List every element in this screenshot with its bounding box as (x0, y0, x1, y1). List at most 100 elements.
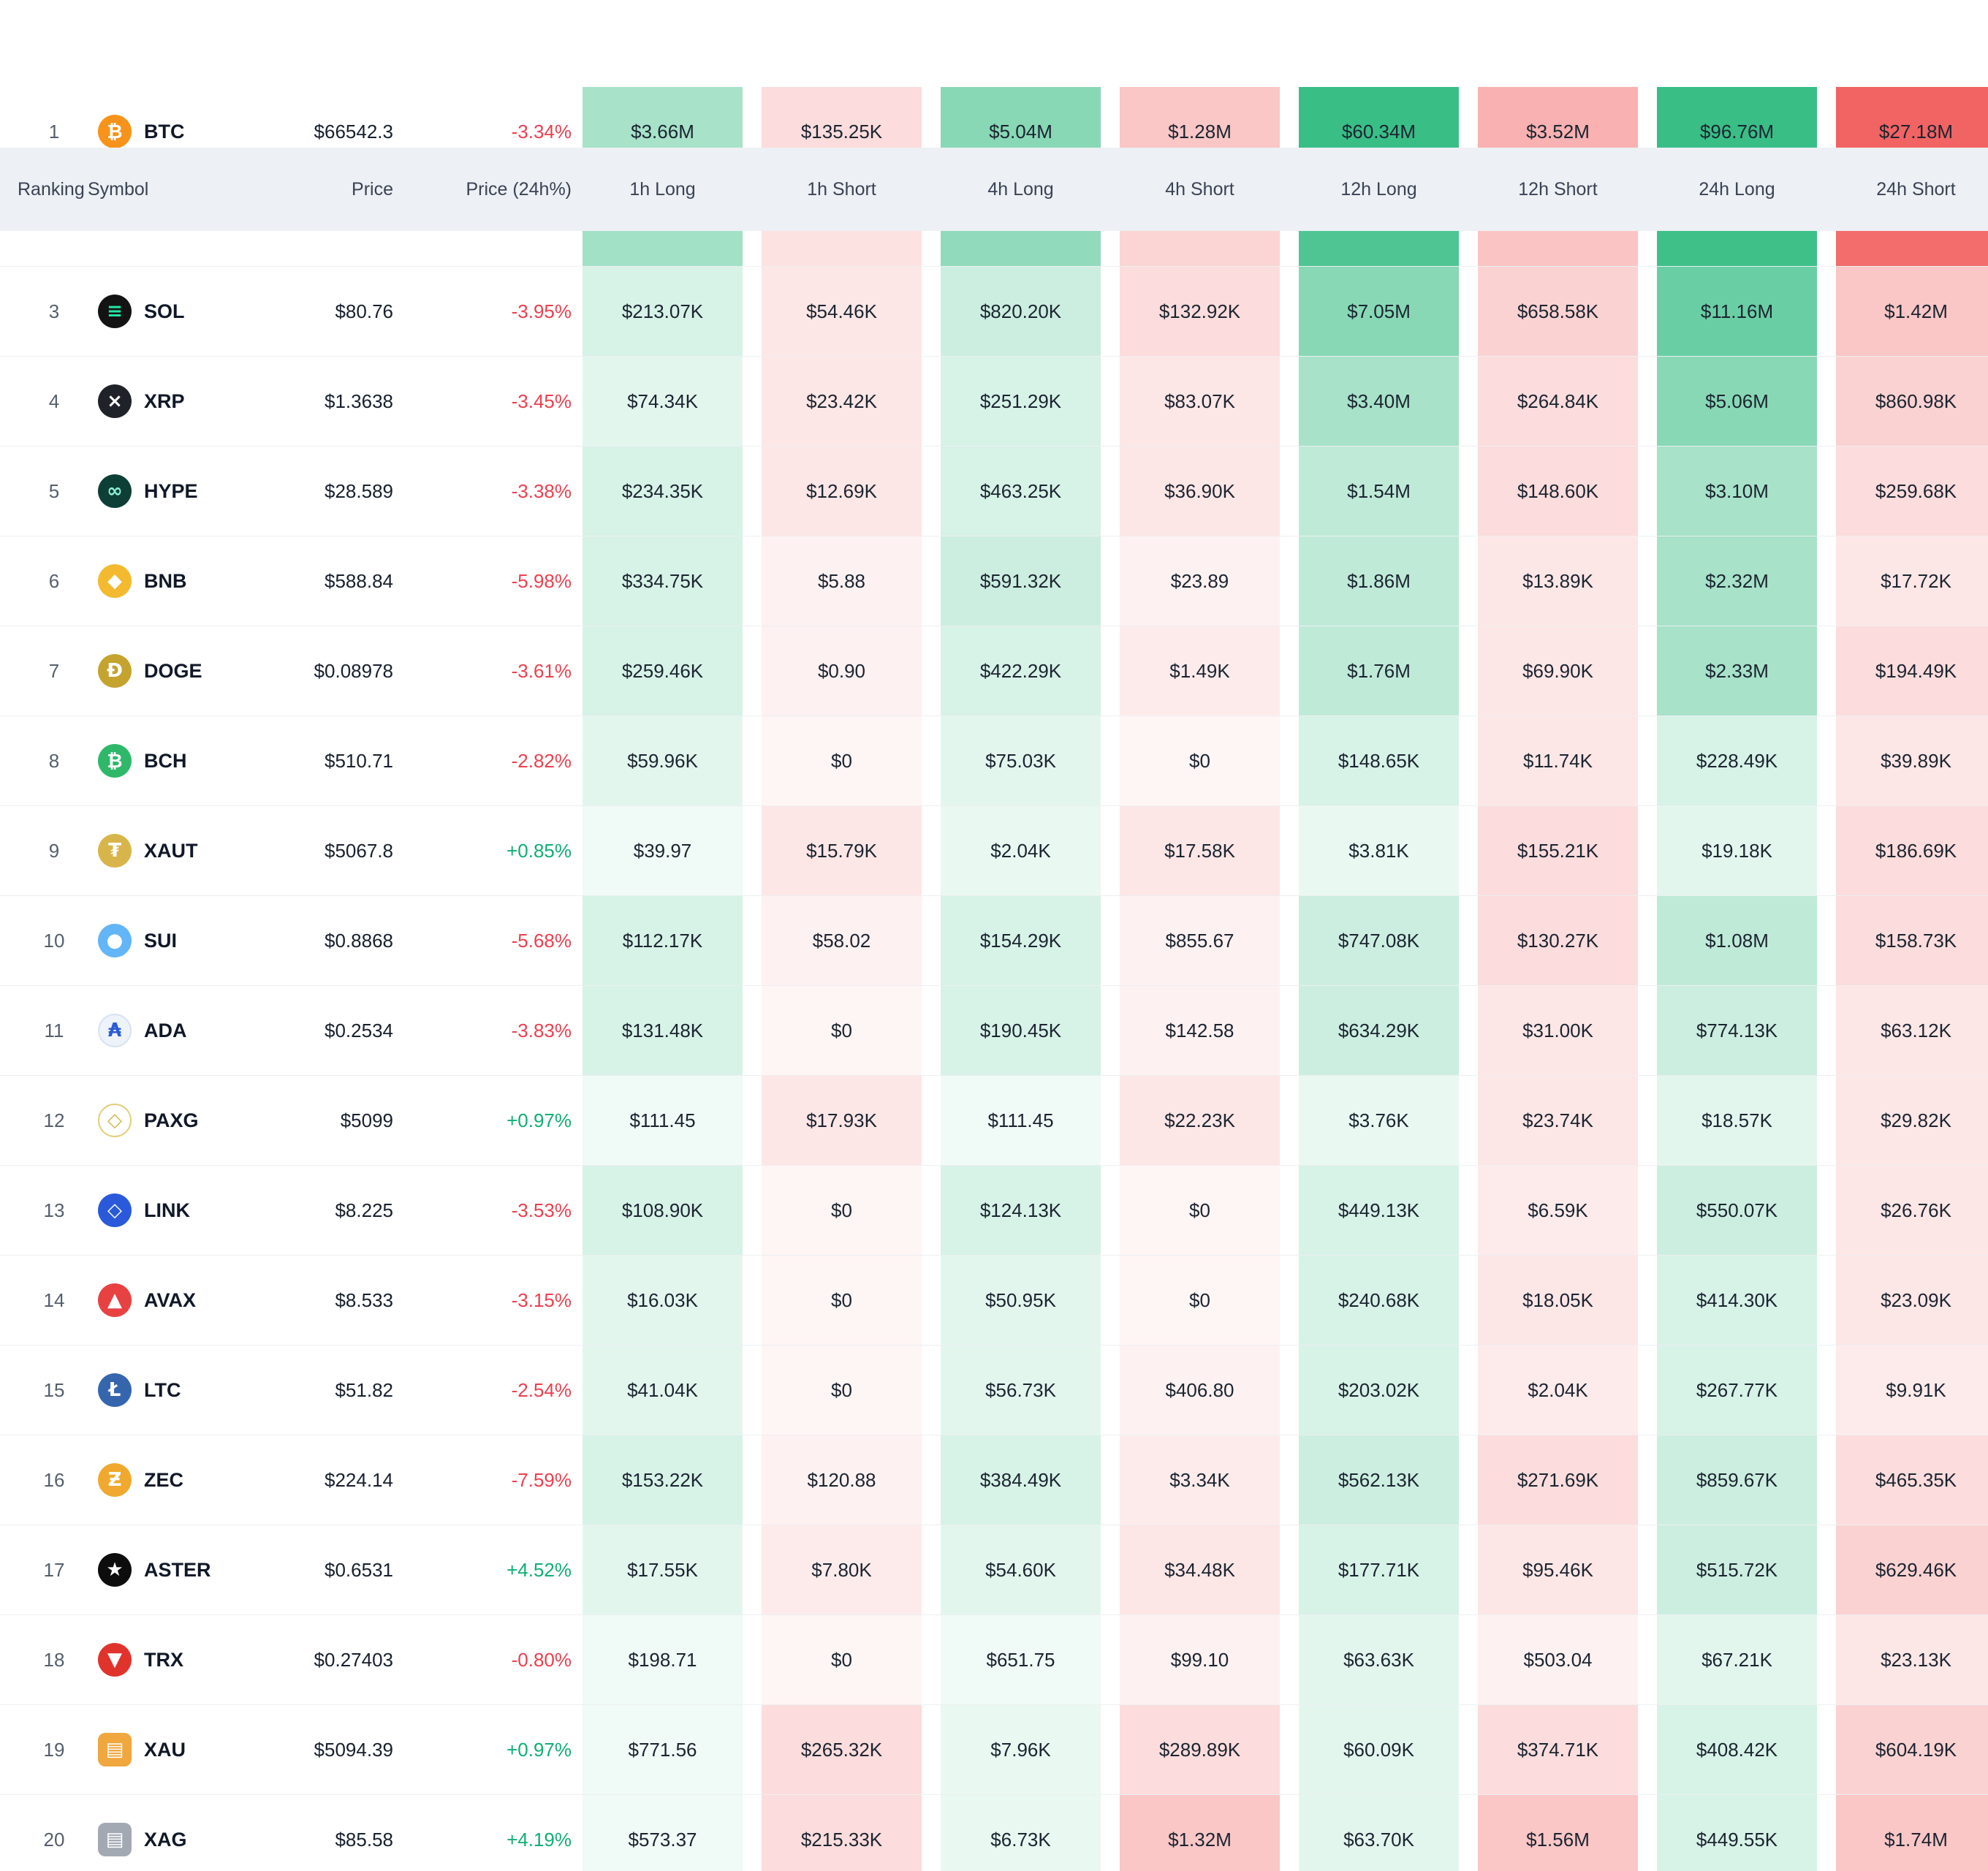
ranking-number: 4 (48, 390, 60, 412)
price-value: $0.8868 (325, 929, 393, 952)
symbol-label: DOGE (144, 659, 202, 682)
cell-24h-short: $23.13K (1836, 1615, 1988, 1704)
table-header: Ranking Symbol Price Price (24h%) 1h Long 1h … (0, 148, 1988, 231)
table-row-hype[interactable]: 5 ∞ HYPE $28.589 -3.38% $234.35K $12.69K $463.2… (0, 447, 1988, 536)
cell-24h-short: $465.35K (1836, 1435, 1988, 1525)
cell-12h-short: $503.04 (1478, 1615, 1638, 1704)
price-change-24h: -5.68% (511, 929, 572, 952)
price-change-24h: -2.54% (511, 1378, 572, 1401)
column-header-12h-long[interactable]: 12h Long (1340, 178, 1417, 200)
ranking-number: 8 (48, 749, 60, 772)
cell-1h-long: $17.55K (583, 1525, 743, 1614)
cell-24h-long: $5.06M (1657, 357, 1817, 446)
cell-12h-short: $2.04K (1478, 1346, 1638, 1435)
table-row-zec[interactable]: 16 Ƶ ZEC $224.14 -7.59% $153.22K $120.88 $384.4… (0, 1435, 1988, 1525)
table-row-ltc[interactable]: 15 Ł LTC $51.82 -2.54% $41.04K $0 $56.73K $406.8… (0, 1346, 1988, 1435)
symbol-cell: ◇ PAXG (88, 1104, 248, 1137)
column-header-ranking[interactable]: Ranking (18, 178, 85, 200)
table-row-paxg[interactable]: 12 ◇ PAXG $5099 +0.97% $111.45 $17.93K $111.45 $… (0, 1076, 1988, 1166)
cell-12h-long: $3.76K (1299, 1076, 1459, 1165)
ranking-number: 13 (43, 1199, 65, 1221)
table-row-doge[interactable]: 7 Ð DOGE $0.08978 -3.61% $259.46K $0.90 $422.29… (0, 626, 1988, 716)
ranking-number: 15 (43, 1378, 65, 1401)
cell-24h-short: $9.91K (1836, 1346, 1988, 1435)
table-row-sui[interactable]: 10 ● SUI $0.8868 -5.68% $112.17K $58.02 $154.29… (0, 896, 1988, 986)
cell-1h-long: $771.56 (583, 1705, 743, 1794)
column-header-1h-long[interactable]: 1h Long (629, 178, 696, 200)
cell-12h-short: $11.74K (1478, 716, 1638, 805)
column-header-24h-short[interactable]: 24h Short (1876, 178, 1956, 200)
cell-1h-short: $0 (762, 1346, 922, 1435)
cell-1h-short: $54.46K (762, 267, 922, 356)
price-value: $66542.3 (314, 120, 393, 143)
symbol-label: SOL (144, 300, 185, 322)
column-header-price[interactable]: Price (352, 178, 393, 200)
cell-4h-short: $99.10 (1120, 1615, 1280, 1704)
symbol-cell: ◇ LINK (88, 1193, 248, 1227)
table-row-avax[interactable]: 14 ▲ AVAX $8.533 -3.15% $16.03K $0 $50.95K $0 $24… (0, 1256, 1988, 1346)
table-row-ada[interactable]: 11 ₳ ADA $0.2534 -3.83% $131.48K $0 $190.45K $14… (0, 986, 1988, 1076)
ranking-number: 14 (43, 1289, 65, 1311)
table-row-sol[interactable]: 3 ≡ SOL $80.76 -3.95% $213.07K $54.46K $820.20K… (0, 267, 1988, 357)
table-row-xag[interactable]: 20 ▤ XAG $85.58 +4.19% $573.37 $215.33K $6.73K $… (0, 1795, 1988, 1871)
symbol-label: BNB (144, 569, 187, 592)
cell-12h-short: $6.59K (1478, 1166, 1638, 1255)
cell-4h-long: $591.32K (941, 536, 1101, 626)
cell-24h-short: $1.42M (1836, 267, 1988, 356)
price-value: $8.533 (335, 1289, 393, 1311)
table-row-bnb[interactable]: 6 ◆ BNB $588.84 -5.98% $334.75K $5.88 $591.32K $… (0, 536, 1988, 626)
cell-12h-long: $747.08K (1299, 896, 1459, 985)
symbol-cell: × XRP (88, 384, 248, 418)
cell-4h-long: $651.75 (941, 1615, 1101, 1704)
cell-1h-short: $0 (762, 986, 922, 1075)
table-row-bch[interactable]: 8 ₿ BCH $510.71 -2.82% $59.96K $0 $75.03K $0 $148… (0, 716, 1988, 806)
symbol-label: AVAX (144, 1289, 197, 1311)
cell-24h-short: $259.68K (1836, 447, 1988, 536)
column-header-4h-short[interactable]: 4h Short (1165, 178, 1234, 200)
symbol-cell: Ð DOGE (88, 654, 248, 688)
table-row-aster[interactable]: 17 ★ ASTER $0.6531 +4.52% $17.55K $7.80K $54.60… (0, 1525, 1988, 1615)
price-change-24h: +4.19% (507, 1828, 572, 1851)
cell-4h-short: $289.89K (1120, 1705, 1280, 1794)
column-header-change[interactable]: Price (24h%) (466, 178, 572, 200)
price-value: $510.71 (325, 749, 393, 772)
cell-4h-short: $855.67 (1120, 896, 1280, 985)
cell-12h-short: $130.27K (1478, 896, 1638, 985)
column-header-1h-short[interactable]: 1h Short (807, 178, 876, 200)
cell-24h-short: $26.76K (1836, 1166, 1988, 1255)
column-header-symbol[interactable]: Symbol (88, 178, 149, 200)
symbol-cell: ▲ AVAX (88, 1283, 248, 1317)
cell-24h-long: $449.55K (1657, 1795, 1817, 1871)
cell-1h-short: $0 (762, 1166, 922, 1255)
column-header-12h-short[interactable]: 12h Short (1518, 178, 1598, 200)
column-header-4h-long[interactable]: 4h Long (987, 178, 1054, 200)
table-row-xrp[interactable]: 4 × XRP $1.3638 -3.45% $74.34K $23.42K $251.29K… (0, 357, 1988, 447)
cell-4h-short: $0 (1120, 1256, 1280, 1345)
table-row-trx[interactable]: 18 ▼ TRX $0.27403 -0.80% $198.71 $0 $651.75 $99.… (0, 1615, 1988, 1705)
avax-icon: ▲ (98, 1283, 132, 1317)
price-value: $5099 (340, 1109, 393, 1131)
table-row-xaut[interactable]: 9 ₮ XAUT $5067.8 +0.85% $39.97 $15.79K $2.04K $1… (0, 806, 1988, 896)
symbol-cell: ▼ TRX (88, 1643, 248, 1677)
ranking-number: 1 (48, 120, 60, 143)
table-row-xau[interactable]: 19 ▤ XAU $5094.39 +0.97% $771.56 $265.32K $7.96… (0, 1705, 1988, 1795)
price-value: $5094.39 (314, 1738, 393, 1761)
price-change-24h: -3.61% (511, 659, 572, 682)
cell-1h-long: $39.97 (583, 806, 743, 895)
price-value: $85.58 (335, 1828, 393, 1851)
price-value: $28.589 (325, 479, 393, 502)
cell-24h-long: $408.42K (1657, 1705, 1817, 1794)
column-header-24h-long[interactable]: 24h Long (1699, 178, 1775, 200)
cell-4h-short: $406.80 (1120, 1346, 1280, 1435)
table-row-link[interactable]: 13 ◇ LINK $8.225 -3.53% $108.90K $0 $124.13K $0 $… (0, 1166, 1988, 1256)
cell-1h-long: $334.75K (583, 536, 743, 626)
cell-4h-short: $0 (1120, 716, 1280, 805)
cell-24h-short: $1.74M (1836, 1795, 1988, 1871)
cell-4h-long: $422.29K (941, 626, 1101, 716)
ranking-number: 3 (48, 300, 60, 322)
xaut-icon: ₮ (98, 834, 132, 868)
price-value: $80.76 (335, 300, 393, 322)
cell-12h-long: $634.29K (1299, 986, 1459, 1075)
cell-24h-short: $158.73K (1836, 896, 1988, 985)
